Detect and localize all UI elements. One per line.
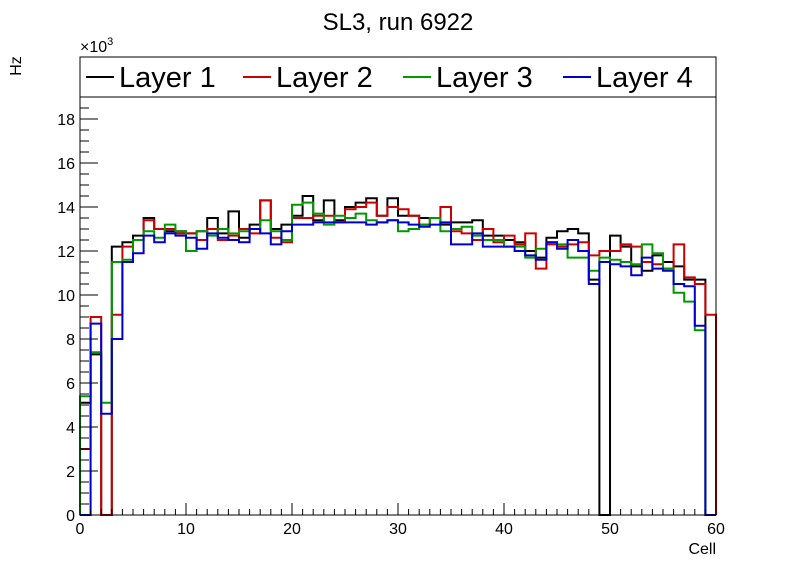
y-tick-label: 6 [66,376,75,393]
legend-label-layer-2: Layer 2 [276,62,373,94]
series-line-layer-4 [80,219,716,516]
x-tick-label: 40 [495,521,513,538]
y-tick-label: 14 [57,200,75,217]
y-tick-label: 10 [57,288,75,305]
axis-ticks: 0 10 20 30 40 50 60 0 2 4 6 8 10 12 14 16 18 [57,96,725,538]
series-line-layer-2 [79,199,717,516]
legend-label-layer-1: Layer 1 [119,62,216,94]
y-tick-label: 0 [66,508,75,525]
x-tick-label: 0 [76,521,85,538]
x-tick-label: 10 [177,521,195,538]
legend-label-layer-3: Layer 3 [436,62,533,94]
x-axis-title: Cell [688,541,716,558]
y-tick-label: 8 [66,332,75,349]
chart-title: SL3, run 6922 [323,9,474,36]
legend-label-layer-4: Layer 4 [596,62,693,94]
legend-box [79,56,717,98]
y-tick-label: 4 [66,420,75,437]
x-tick-label: 60 [707,521,725,538]
y-exponent-base: ×10 [80,39,107,56]
legend: Layer 1 Layer 2 Layer 3 Layer 4 [79,56,717,98]
x-tick-label: 30 [389,521,407,538]
y-tick-label: 2 [66,464,75,481]
y-exponent-power: 3 [107,36,113,48]
y-exponent-label: ×103 [80,36,113,56]
y-tick-label: 12 [57,244,75,261]
x-tick-label: 50 [601,521,619,538]
x-tick-label: 20 [283,521,301,538]
y-tick-label: 18 [57,112,75,129]
y-tick-label: 16 [57,156,75,173]
y-axis-title: Hz [8,56,25,76]
